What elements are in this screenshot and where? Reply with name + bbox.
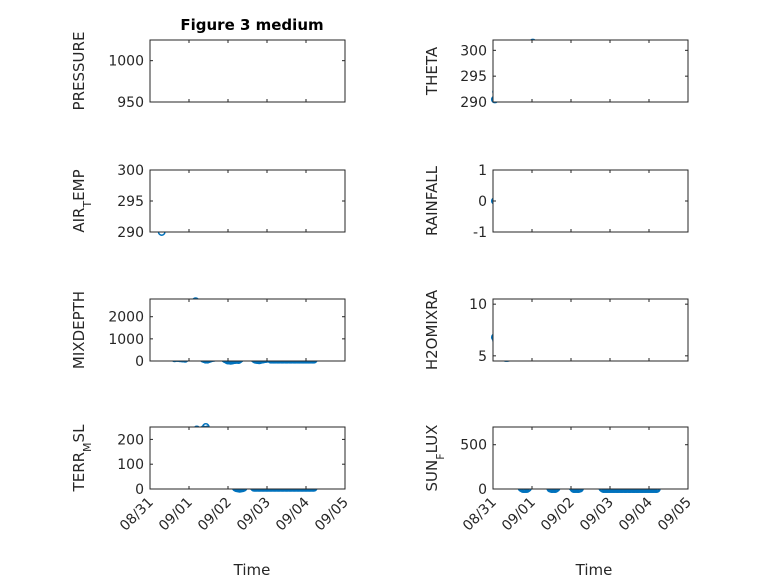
y-axis-label: SUNFLUX <box>423 425 447 492</box>
y-tick-label: 0 <box>478 482 487 498</box>
x-tick-label: 09/04 <box>273 494 313 534</box>
subplot-h2omixra: 5 10 H2OMIXRA <box>423 289 689 370</box>
subplot-mixdepth: 0 1000 2000 MIXDEPTH <box>70 291 346 370</box>
x-tick-label: 09/03 <box>577 495 617 535</box>
axes-frame <box>492 169 689 233</box>
y-tick-label: 500 <box>460 438 487 454</box>
axes-frame <box>149 169 346 233</box>
subplot-rainfall: -1 0 1 RAINFALL <box>423 163 689 241</box>
y-tick-label: 10 <box>469 297 487 313</box>
y-tick-label: 295 <box>460 69 487 85</box>
y-axis-label: PRESSURE <box>70 32 88 111</box>
y-axis-label: AIRTEMP <box>70 169 94 232</box>
x-tick-label: 08/31 <box>117 495 157 535</box>
y-tick-label: 290 <box>117 225 144 241</box>
axes-frame <box>492 298 689 362</box>
subplot-pressure: 950 1000 PRESSURE <box>70 32 346 111</box>
x-tick-label: 09/04 <box>616 494 656 534</box>
x-tick-label: 09/05 <box>312 495 352 535</box>
y-tick-label: 0 <box>478 194 487 210</box>
x-tick-label: 09/05 <box>655 495 695 535</box>
y-axis-label: RAINFALL <box>423 165 441 236</box>
y-tick-label: -1 <box>473 225 487 241</box>
y-axis-label: THETA <box>423 46 441 96</box>
y-tick-label: 5 <box>478 349 487 365</box>
y-axis-label: H2OMIXRA <box>423 289 441 370</box>
axes-frame <box>149 426 346 490</box>
x-tick-label: 09/02 <box>538 495 578 535</box>
axes-frame <box>492 39 689 103</box>
y-tick-label: 1000 <box>108 332 144 348</box>
y-tick-label: 295 <box>117 194 144 210</box>
subplot-air-emp: 290 295 300 AIRTEMP <box>70 163 346 241</box>
axes-frame <box>149 39 346 103</box>
y-tick-label: 0 <box>135 354 144 370</box>
figure-title: Figure 3 medium <box>180 16 323 34</box>
axes-frame <box>492 426 689 490</box>
subplot-terr-sl: 08/31 09/01 09/02 09/03 09/04 09/05 0 100 200 TER… <box>70 423 352 535</box>
y-tick-label: 950 <box>117 95 144 111</box>
x-tick-label: 09/03 <box>234 495 274 535</box>
y-tick-label: 1000 <box>108 54 144 70</box>
y-tick-label: 0 <box>135 482 144 498</box>
y-tick-label: 100 <box>117 457 144 473</box>
y-tick-label: 200 <box>117 432 144 448</box>
x-axis-label-left: Time <box>233 561 271 579</box>
axes-frame <box>149 298 346 362</box>
x-tick-label: 08/31 <box>460 495 500 535</box>
y-axis-label: MIXDEPTH <box>70 291 88 369</box>
y-axis-label: TERRMSL <box>70 424 94 493</box>
y-tick-label: 2000 <box>108 310 144 326</box>
y-tick-label: 1 <box>478 163 487 179</box>
subplot-theta: 290 295 300 THETA <box>423 38 689 111</box>
y-tick-label: 300 <box>117 163 144 179</box>
y-tick-label: 300 <box>460 43 487 59</box>
subplot-sun-lux: 08/31 09/01 09/02 09/03 09/04 09/05 0 500 SUNFLU… <box>423 425 695 535</box>
x-tick-label: 09/02 <box>195 495 235 535</box>
x-tick-label: 09/01 <box>156 495 196 535</box>
x-axis-label-right: Time <box>575 561 613 579</box>
x-tick-label: 09/01 <box>499 495 539 535</box>
y-tick-label: 290 <box>460 95 487 111</box>
